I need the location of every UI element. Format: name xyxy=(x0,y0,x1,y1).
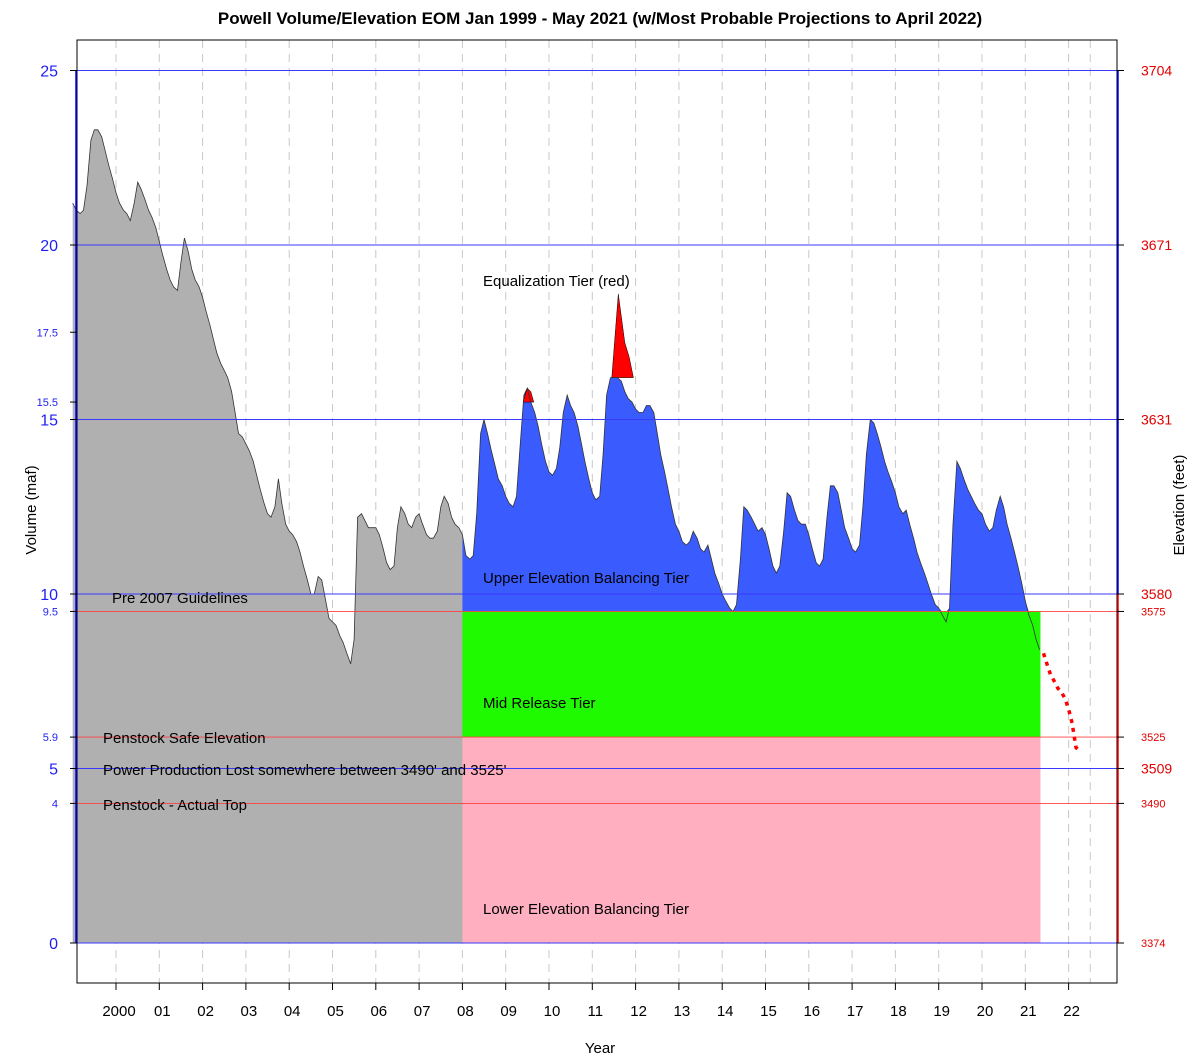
y-tick-label-left: 10 xyxy=(40,587,58,604)
y-tick-label-right: 3631 xyxy=(1141,412,1172,428)
tier-band xyxy=(462,611,1041,738)
x-tick-label: 18 xyxy=(890,1003,907,1020)
storage-line xyxy=(72,129,1040,664)
x-tick-label: 01 xyxy=(154,1003,171,1020)
projection-line xyxy=(1041,652,1081,753)
upper-tier-area xyxy=(462,377,1040,612)
x-tick-label: 11 xyxy=(588,1003,604,1020)
y-tick-label-right: 3374 xyxy=(1141,938,1165,950)
chart-title: Powell Volume/Elevation EOM Jan 1999 - M… xyxy=(218,9,982,28)
y-tick-label-right: 3704 xyxy=(1141,63,1172,79)
x-tick-label: 02 xyxy=(197,1003,214,1020)
x-axis-title: Year xyxy=(585,1040,615,1057)
y-tick-label-left: 25 xyxy=(40,64,58,81)
x-tick-label: 14 xyxy=(717,1003,734,1020)
y-tick-label-right: 3575 xyxy=(1141,606,1165,618)
x-tick-label: 13 xyxy=(674,1003,691,1020)
annotation-penstock-safe: Penstock Safe Elevation xyxy=(103,730,266,747)
x-tick-label: 20 xyxy=(977,1003,994,1020)
x-tick-label: 16 xyxy=(803,1003,820,1020)
y-tick-label-left: 5.9 xyxy=(43,732,58,744)
annotation-upper-tier: Upper Elevation Balancing Tier xyxy=(483,570,689,587)
x-tick-label: 08 xyxy=(457,1003,474,1020)
y-tick-label-left: 4 xyxy=(52,798,58,810)
y-tick-label-left: 20 xyxy=(40,238,58,255)
plot-area: 25 20 17.5 15.5 15 10 9.5 5.9 5 4 0 3704 3671 3631 358… xyxy=(37,39,1172,1020)
x-tick-label: 19 xyxy=(933,1003,950,1020)
x-tick-label: 05 xyxy=(327,1003,344,1020)
annotation-penstock-top: Penstock - Actual Top xyxy=(103,797,247,814)
plot-frame xyxy=(76,39,1118,984)
x-tick-label: 2000 xyxy=(102,1003,135,1020)
equalization-spike xyxy=(522,387,535,403)
y-tick-label-right: 3525 xyxy=(1141,732,1165,744)
annotation-pre2007: Pre 2007 Guidelines xyxy=(112,590,248,607)
annotations: Equalization Tier (red) Upper Elevation … xyxy=(103,273,689,918)
x-tick-label: 03 xyxy=(241,1003,258,1020)
x-tick-label: 17 xyxy=(847,1003,864,1020)
annotation-lower-tier: Lower Elevation Balancing Tier xyxy=(483,901,689,918)
y-tick-label-left: 0 xyxy=(49,936,58,953)
x-tick-label: 07 xyxy=(414,1003,431,1020)
y-tick-label-left: 15.5 xyxy=(37,397,58,409)
x-tick-label: 21 xyxy=(1020,1003,1037,1020)
y-tick-label-left: 5 xyxy=(49,762,58,779)
y-axis-left-title: Volume (maf) xyxy=(23,465,40,554)
y-tick-label-left: 15 xyxy=(40,413,58,430)
annotation-power-lost: Power Production Lost somewhere between … xyxy=(103,762,507,779)
annotation-equalization: Equalization Tier (red) xyxy=(483,273,630,290)
y-tick-label-right: 3490 xyxy=(1141,798,1165,810)
x-tick-label: 09 xyxy=(500,1003,517,1020)
tier-band xyxy=(462,737,1041,943)
y-tick-label-right: 3580 xyxy=(1141,586,1172,602)
annotation-mid-tier: Mid Release Tier xyxy=(483,695,596,712)
x-tick-label: 06 xyxy=(370,1003,387,1020)
x-tick-label: 22 xyxy=(1063,1003,1080,1020)
equalization-spike xyxy=(611,293,634,378)
x-tick-label: 04 xyxy=(284,1003,301,1020)
x-tick-label: 15 xyxy=(760,1003,777,1020)
x-tick-label: 12 xyxy=(630,1003,647,1020)
x-tick-label: 10 xyxy=(544,1003,561,1020)
y-tick-label-left: 17.5 xyxy=(37,327,58,339)
y-tick-label-left: 9.5 xyxy=(43,606,58,618)
y-axis-right-title: Elevation (feet) xyxy=(1171,455,1188,556)
y-tick-label-right: 3671 xyxy=(1141,237,1172,253)
y-tick-label-right: 3509 xyxy=(1141,761,1172,777)
